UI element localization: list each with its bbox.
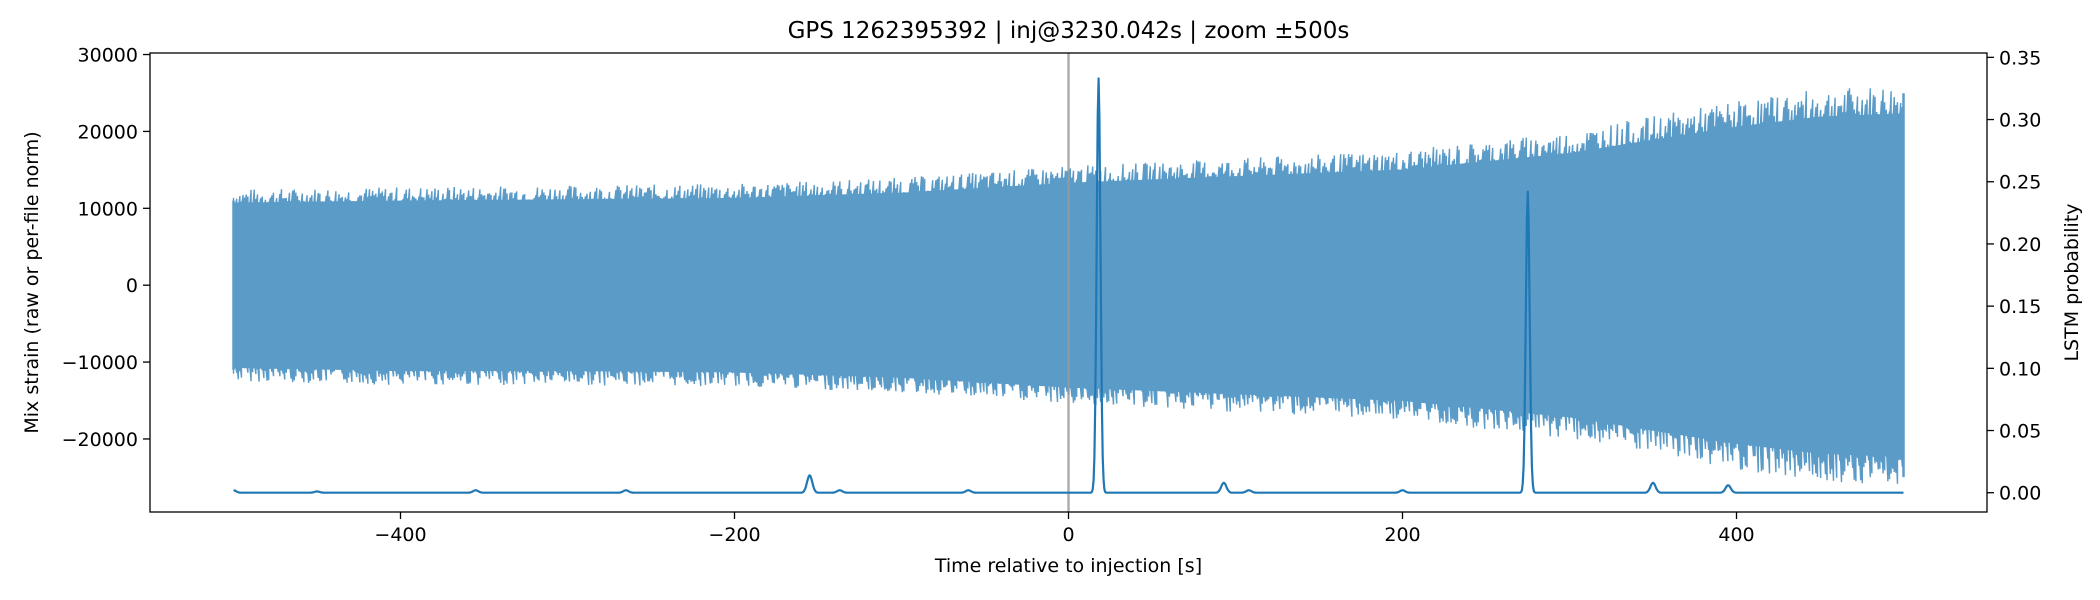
- y2-tick-label: 0.20: [1999, 234, 2041, 256]
- plot-frame: [149, 52, 1988, 513]
- y2-tick-label: 0.30: [1999, 110, 2041, 132]
- probability-line: [233, 77, 1904, 494]
- x-tick-label: 200: [1384, 524, 1420, 546]
- y2-tick-label: 0.15: [1999, 296, 2041, 318]
- y-axis-ticks: −20000 −10000 0 10000 20000 30000: [62, 45, 150, 451]
- y2-axis-label: LSTM probability: [2061, 203, 2083, 361]
- y2-tick-label: 0.10: [1999, 358, 2041, 380]
- y-tick-label: 20000: [78, 121, 138, 143]
- probability-series: [233, 77, 1904, 494]
- x-tick-label: 0: [1062, 524, 1074, 546]
- x-axis-label: Time relative to injection [s]: [934, 555, 1202, 577]
- chart-title: GPS 1262395392 | inj@3230.042s | zoom ±5…: [788, 18, 1350, 44]
- x-tick-label: −400: [374, 524, 426, 546]
- y-tick-label: −20000: [62, 429, 138, 451]
- y-axis-label: Mix strain (raw or per-file norm): [21, 131, 43, 433]
- y2-tick-label: 0.00: [1999, 483, 2041, 505]
- x-tick-label: −200: [708, 524, 760, 546]
- y2-tick-label: 0.05: [1999, 421, 2041, 443]
- y-tick-label: 0: [126, 275, 138, 297]
- x-axis-ticks: −400 −200 0 200 400: [374, 512, 1755, 546]
- x-tick-label: 400: [1718, 524, 1754, 546]
- y2-axis-ticks: 0.00 0.05 0.10 0.15 0.20 0.25 0.30 0.35: [1987, 47, 2041, 505]
- y-tick-label: 10000: [78, 198, 138, 220]
- y-tick-label: 30000: [78, 45, 138, 67]
- y2-tick-label: 0.25: [1999, 172, 2041, 194]
- y-tick-label: −10000: [62, 352, 138, 374]
- y2-tick-label: 0.35: [1999, 47, 2041, 69]
